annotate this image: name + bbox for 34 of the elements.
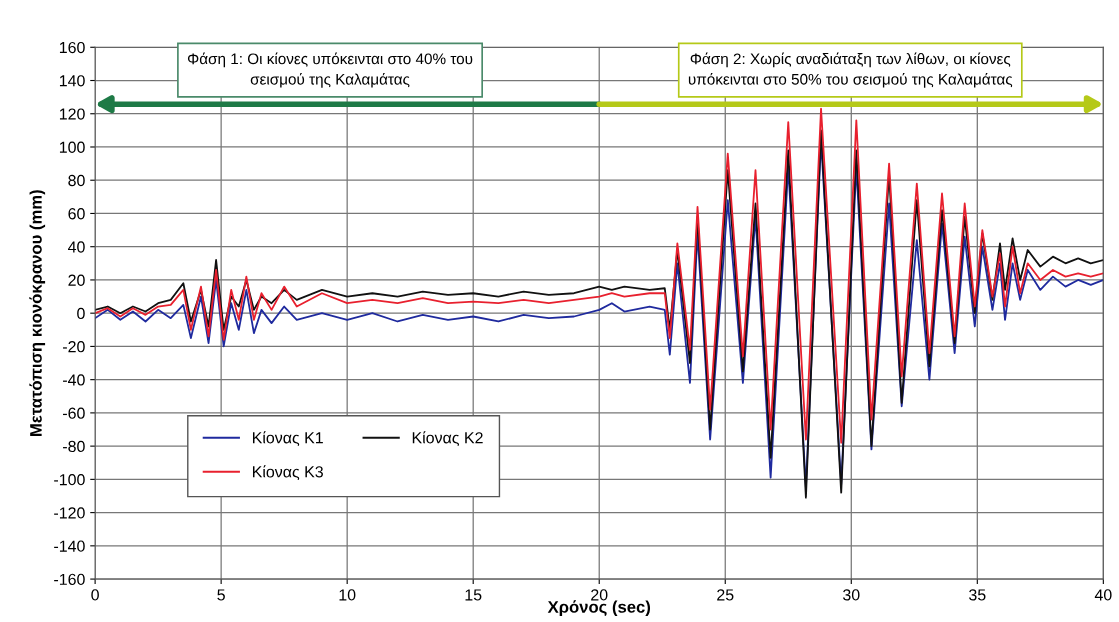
y-tick-label: 20 bbox=[68, 274, 85, 286]
x-tick-label: 0 bbox=[91, 589, 99, 601]
y-tick-label: -100 bbox=[54, 474, 85, 486]
x-tick-label: 25 bbox=[717, 589, 734, 601]
y-tick-label: -140 bbox=[54, 540, 85, 552]
y-tick-label: 140 bbox=[59, 75, 85, 87]
y-tick-label: -60 bbox=[63, 407, 85, 419]
y-tick-label: -160 bbox=[54, 573, 85, 586]
y-tick-label: 100 bbox=[59, 141, 85, 153]
annotation: Φάση 1: Οι κίονες υπόκεινται στο 40% του σεισμού της Καλαμάτας bbox=[187, 52, 473, 88]
line-series bbox=[95, 107, 1104, 444]
y-tick-label: -20 bbox=[63, 341, 85, 353]
legend-label: Κίονας Κ2 bbox=[412, 431, 483, 447]
y-tick-label: -40 bbox=[63, 374, 85, 386]
x-tick-label: 5 bbox=[217, 589, 225, 601]
x-tick-label: 10 bbox=[339, 589, 356, 601]
y-tick-label: 60 bbox=[68, 208, 85, 220]
y-tick-label: 160 bbox=[59, 41, 85, 54]
y-tick-label: 80 bbox=[68, 174, 85, 187]
y-tick-label: 0 bbox=[77, 307, 85, 320]
y-tick-label: 40 bbox=[68, 241, 85, 253]
legend-label: Κίονας Κ3 bbox=[252, 465, 323, 481]
y-tick-label: -80 bbox=[63, 440, 85, 453]
annotation: Φάση 2: Χωρίς αναδιάταξη των λίθων, οι κίονες υπόκεινται στο 50% του σεισμού της Καλαμάτας bbox=[688, 52, 1013, 88]
legend-label: Κίονας Κ1 bbox=[252, 431, 323, 447]
x-tick-label: 40 bbox=[1094, 589, 1112, 601]
x-tick-label: 20 bbox=[591, 589, 608, 601]
x-tick-label: 35 bbox=[969, 589, 986, 601]
x-tick-label: 15 bbox=[465, 589, 482, 601]
y-tick-label: 120 bbox=[59, 108, 85, 120]
y-tick-label: -120 bbox=[54, 507, 85, 519]
y-axis-title: Μετατόπιση κιονόκρανου (mm) bbox=[29, 190, 46, 436]
x-tick-label: 30 bbox=[843, 589, 860, 601]
x-axis-title: Χρόνος (sec) bbox=[547, 600, 651, 617]
